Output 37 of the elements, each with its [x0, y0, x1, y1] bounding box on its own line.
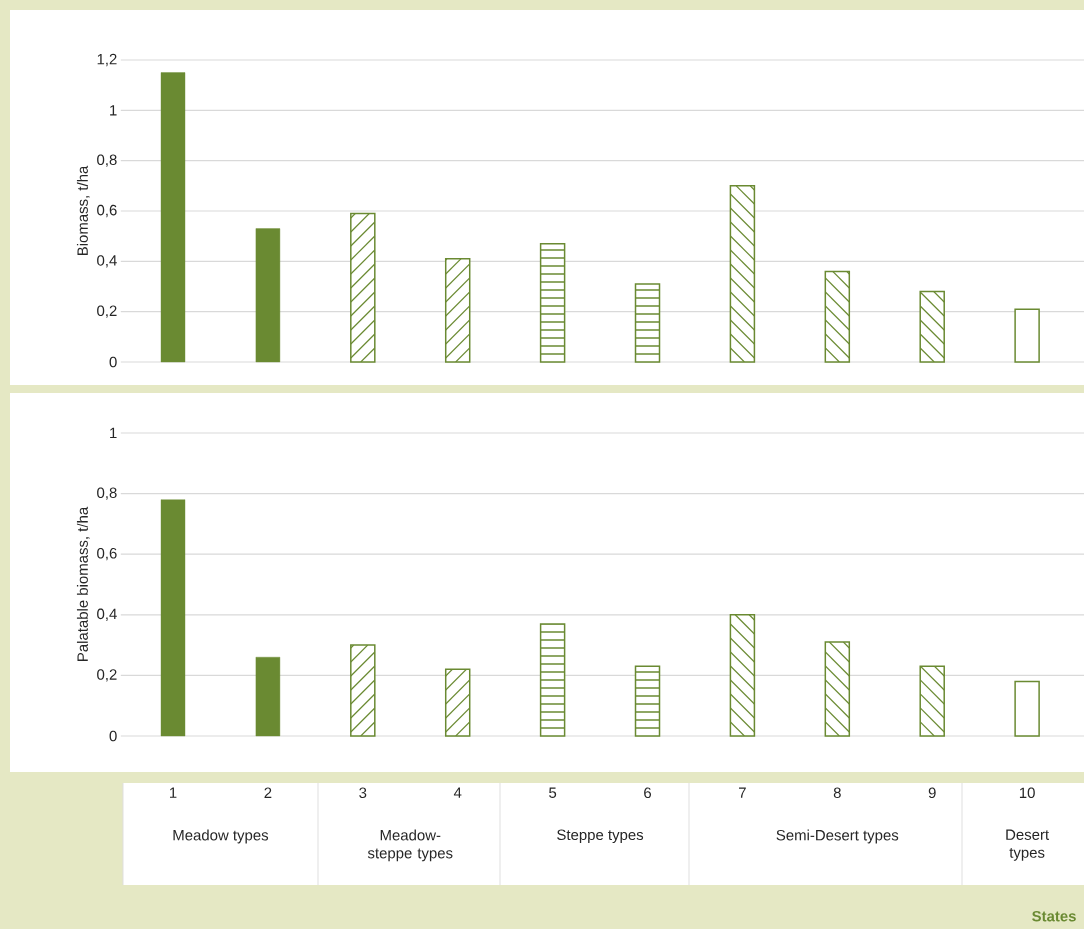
bar [160, 499, 186, 737]
text: Semi-Desert types [776, 829, 899, 844]
bar [255, 657, 281, 737]
x-tick-label: 7 [739, 787, 746, 798]
y-tick-label: 0,4 [97, 255, 117, 268]
x-tick-label: 1 [169, 787, 177, 798]
bar [160, 72, 186, 363]
x-tick-label: 9 [928, 787, 936, 799]
y-tick-label: 0,6 [97, 204, 117, 218]
y-tick-label: 1 [110, 427, 117, 439]
y-tick-label: 1,2 [97, 53, 117, 67]
x-tick-label: 10 [1019, 787, 1035, 799]
x-tick-label: 3 [359, 787, 367, 799]
text: Meadow types [173, 829, 269, 844]
text: Meadow-steppe types [367, 829, 453, 862]
x-tick-label: 2 [264, 787, 272, 798]
y-tick-label: 1 [110, 105, 117, 116]
text: States [1032, 910, 1076, 922]
y-tick-label: 0 [109, 730, 117, 742]
y-axis-title: Palatable biomass, t/ha [76, 506, 90, 661]
x-tick-label: 4 [453, 787, 462, 798]
y-tick-label: 0,4 [97, 608, 117, 621]
x-tick-label: 8 [833, 787, 841, 799]
y-tick-label: 0 [109, 356, 117, 368]
y-tick-label: 0,8 [97, 487, 117, 500]
text: Steppe types [557, 829, 644, 844]
y-tick-label: 0,8 [97, 154, 117, 167]
y-axis-title: Biomass, t/ha [76, 165, 90, 256]
y-tick-label: 0,6 [97, 548, 117, 561]
x-tick-label: 6 [644, 787, 652, 799]
bar [1014, 680, 1040, 737]
y-tick-label: 0,2 [97, 669, 117, 682]
bar [1014, 308, 1040, 363]
text: Desert types [1006, 829, 1049, 861]
bar [255, 228, 281, 363]
y-tick-label: 0,2 [97, 305, 117, 318]
x-tick-label: 5 [549, 787, 557, 798]
